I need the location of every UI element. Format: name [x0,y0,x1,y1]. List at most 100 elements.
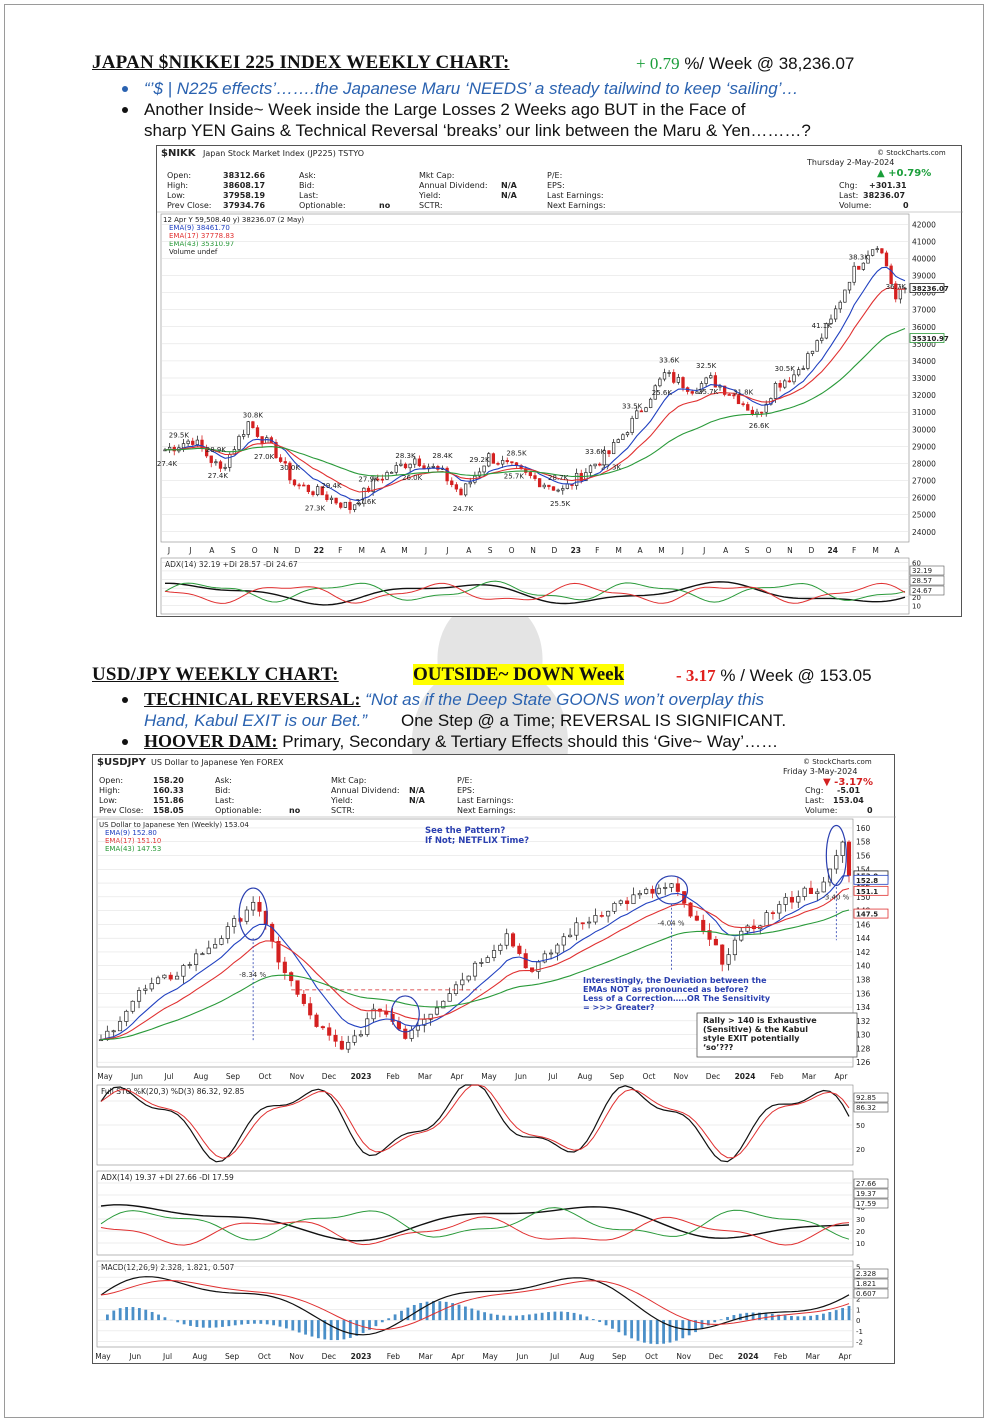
low-label: 27.3K [601,464,622,472]
nikkei-vol-label: Volume: [839,201,871,210]
x-axis-label: May [481,1072,497,1081]
usdjpy-macd-hist-bar [623,1320,627,1336]
x-axis-label: M [872,546,878,555]
y-tick-label: 30000 [912,425,936,434]
candle-body [346,1041,351,1050]
candle-body [441,1000,446,1009]
candle-body [195,439,200,445]
x-axis-label: Apr [451,1072,465,1081]
usdjpy-bullet-1-tail: One Step @ a Time; REVERSAL IS SIGNIFICA… [401,711,787,730]
usdjpy-high-label: High: [99,786,120,795]
candle-body [574,922,579,936]
nikkei-bullet-2-line2: sharp YEN Gains & Technical Reversal ‘br… [144,121,811,140]
candle-body [389,471,394,474]
x-axis-label: N [787,546,793,555]
usdjpy-chg: -5.01 [837,786,860,795]
usdjpy-macd-frame [96,1260,854,1348]
candle-body [713,939,718,946]
usdjpy-macd-hist-bar [643,1320,646,1343]
y-tick-label: 128 [856,1044,871,1053]
peak-label: 33.6K [659,356,680,364]
candle-body [820,337,824,341]
y-tick-label: 40000 [912,254,936,263]
usdjpy-macd-hist-bar [547,1312,550,1321]
usdjpy-macd-hist-bar [374,1320,378,1327]
candle-body [246,421,250,435]
candle-body [801,368,805,370]
candle-body [283,461,287,464]
usdjpy-macd-hist-bar [336,1320,339,1341]
ema-9-line [100,875,850,1041]
candle-body [821,881,826,893]
usdjpy-macd-hist-bar [112,1310,116,1321]
candle-body [838,301,842,310]
legend-title: 12 Apr Y 59,508.40 y) 38236.07 (2 May) [163,216,304,224]
y-tick-label: 160 [856,824,871,833]
candle-body [352,504,357,510]
y-tick-label: 29000 [912,442,936,451]
nikkei-open: 38312.66 [223,171,265,180]
usdjpy-macd-hist-bar [355,1320,359,1336]
low-label: 27.3K [305,505,326,513]
usdjpy-macd-hist-bar [489,1313,493,1321]
low-label: 25.7K [698,388,719,396]
x-axis-label-bottom: Apr [839,1352,853,1361]
x-axis-label: Feb [770,1072,784,1081]
candle-body [315,486,320,496]
candle-body [829,318,833,325]
usdjpy-macd-hist-bar [764,1313,768,1321]
low-label: 25.7K [504,473,525,481]
nikkei-vol: 0 [903,201,909,210]
candle-body [787,380,792,383]
nikkei-chg: +301.31 [869,181,907,190]
usdjpy-macd-hist-bar [195,1320,199,1328]
peak-label: 33.5K [622,402,643,410]
nikkei-stats-right: Chg: +301.31 Last: 38236.07 Volume: 0 [839,181,909,210]
usdjpy-adx-value: 17.59 [856,1200,876,1208]
candle-body [214,461,218,464]
y-tick-label: 34000 [912,357,936,366]
usdjpy-chart: $USDJPY US Dollar to Japanese Yen FOREX … [92,754,896,1364]
usdjpy-macd-hist-bar [150,1311,154,1321]
last-value-box [853,874,889,885]
nikkei-price-panel: 12 Apr Y 59,508.40 y) 38236.07 (2 May)EM… [157,213,949,615]
x-axis-label: O [252,546,258,555]
usdjpy-macd-hist-bar [387,1318,391,1321]
usdjpy-macd-tick: -1 [856,1328,863,1336]
nikkei-adx-adx-line [165,581,906,606]
candle-body [616,439,620,443]
x-axis-label: D [552,546,558,555]
candle-body [593,915,598,923]
deviation-label: -4.04 % [658,920,685,928]
note-deviation: Interestingly, the Deviation between the [583,976,767,985]
usdjpy-macd-value-box [853,1268,889,1279]
x-axis-label-bottom: Feb [774,1352,788,1361]
last-value-text: 35310.97 [912,335,949,343]
peak-label: 29.2K [469,456,490,464]
candle-body [301,994,306,1004]
candle-body [472,962,478,977]
peak-label: 41.1K [812,322,833,330]
candle-body [162,974,167,979]
usdjpy-macd-hist-bar [674,1320,678,1341]
candle-body [551,486,556,491]
usdjpy-macd-tick: 5 [856,1263,860,1271]
x-axis-label: Jul [547,1072,557,1081]
candle-body [732,394,736,397]
deviation-label: -8.34 % [239,971,266,979]
candle-body [796,369,801,376]
usdjpy-bullet-1-quote2: Hand, Kabul EXIT is our Bet.” [144,711,367,730]
x-axis-label: Mar [802,1072,817,1081]
candle-body [621,434,625,440]
y-tick-label: 32000 [912,391,936,400]
peak-label: 30.0K [280,464,301,472]
candle-body [504,933,509,946]
usdjpy-macd-hist-bar [432,1301,435,1321]
y-tick-label: 42000 [912,220,936,229]
x-axis-label: F [338,546,342,555]
nikkei-adx-pdi-line [164,580,906,603]
usdjpy-sto-value: 92.85 [856,1094,876,1102]
usdjpy-macd-hist-bar [246,1320,250,1324]
candle-body [487,453,491,467]
candle-body [783,380,787,388]
